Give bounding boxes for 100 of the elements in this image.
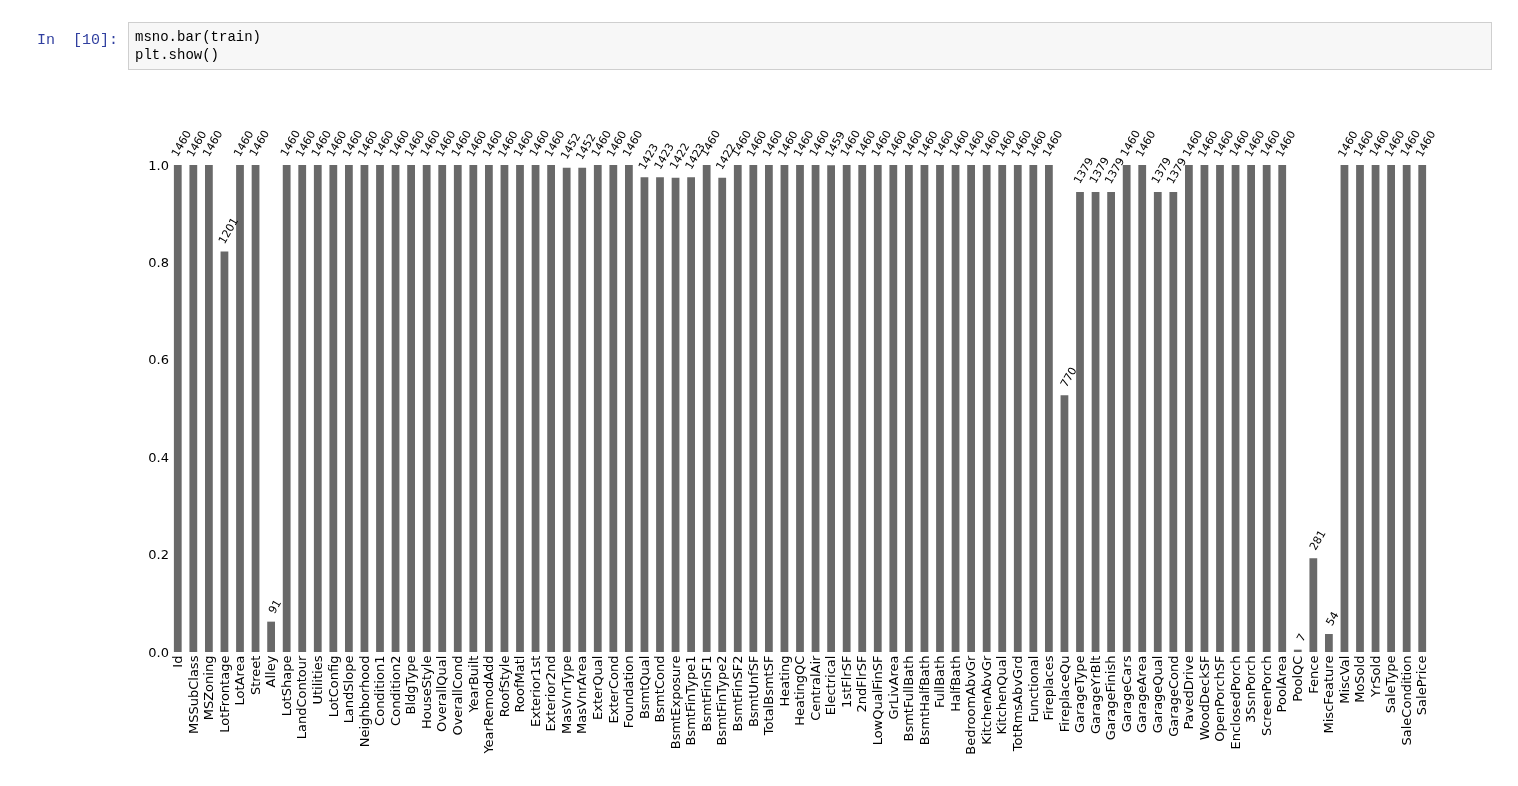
x-tick-label: Exterior2nd [543, 655, 559, 732]
x-tick-label: LotConfig [325, 655, 341, 718]
x-tick-label: LotFrontage [216, 655, 232, 733]
bar [345, 165, 353, 652]
bar [1371, 165, 1380, 652]
x-tick-label: YearBuilt [465, 655, 481, 714]
bar [889, 165, 898, 652]
x-tick-label: SalePrice [1414, 655, 1430, 716]
x-tick-label: MiscVal [1336, 655, 1352, 704]
x-tick-label: ExterCond [605, 655, 621, 724]
x-tick-label: GarageYrBlt [1087, 655, 1103, 735]
data-label: 54 [1323, 609, 1342, 628]
bar [951, 165, 960, 652]
x-tick-label: GarageType [1072, 655, 1088, 734]
bar [220, 251, 229, 652]
bar [625, 165, 633, 652]
bar [811, 165, 820, 652]
x-tick-label: BsmtFullBath [901, 655, 917, 742]
x-tick-label: FullBath [932, 655, 948, 709]
bar [1262, 165, 1271, 652]
x-tick-label: Street [247, 655, 263, 696]
x-tick-label: Fence [1305, 655, 1321, 694]
bar [422, 165, 431, 652]
bar [516, 165, 524, 652]
x-tick-label: Alley [263, 655, 279, 688]
bar [1060, 395, 1069, 652]
bar [469, 165, 478, 652]
x-tick-label: BsmtHalfBath [916, 655, 932, 746]
y-tick-label: 0.2 [148, 547, 169, 563]
x-tick-label: KitchenAbvGr [978, 654, 994, 745]
x-tick-label: OpenPorchSF [1212, 655, 1228, 742]
y-tick-label: 1.0 [148, 157, 169, 173]
bar [500, 165, 509, 652]
x-tick-label: SaleCondition [1398, 655, 1414, 746]
bar [313, 165, 322, 652]
bar [796, 165, 804, 652]
bar [1231, 165, 1240, 652]
bar [1076, 192, 1084, 652]
x-tick-label: BsmtExposure [667, 655, 683, 750]
bar [656, 177, 664, 652]
bar [842, 165, 851, 652]
x-tick-label: RoofStyle [496, 655, 512, 718]
y-tick-label: 0.8 [148, 254, 169, 270]
y-tick-label: 0.4 [148, 449, 169, 465]
x-tick-label: EnclosedPorch [1227, 655, 1243, 750]
bar [1216, 165, 1224, 652]
bar [765, 165, 773, 652]
bar [967, 165, 975, 652]
x-tick-label: TotRmsAbvGrd [1010, 655, 1026, 753]
bar [547, 165, 555, 652]
x-tick-label: Condition1 [372, 655, 388, 726]
x-tick-label: PoolQC [1290, 655, 1306, 702]
bar [1185, 165, 1193, 652]
y-tick-label: 0.0 [148, 644, 169, 660]
bar [905, 165, 913, 652]
bar [329, 165, 338, 652]
bar [671, 177, 680, 652]
bar [1091, 192, 1100, 652]
x-tick-label: HeatingQC [792, 655, 808, 726]
x-tick-label: RoofMatl [512, 655, 528, 713]
bar [1402, 165, 1411, 652]
bar [205, 165, 213, 652]
bar [780, 165, 789, 652]
x-tick-label: CentralAir [807, 654, 823, 721]
data-label: 91 [265, 597, 285, 616]
bar [687, 177, 695, 652]
bar [827, 165, 835, 652]
x-tick-label: BldgType [403, 655, 419, 715]
bar [593, 165, 602, 652]
x-tick-label: GarageQual [1150, 655, 1166, 734]
x-tick-label: LowQualFinSF [870, 655, 886, 746]
bar [1387, 165, 1395, 652]
bar [391, 165, 400, 652]
x-tick-label: ExterQual [590, 655, 606, 721]
bar [236, 165, 244, 652]
x-tick-label: Heating [776, 655, 792, 707]
bar [438, 165, 447, 652]
x-tick-label: WoodDeckSF [1196, 655, 1212, 741]
x-tick-label: Electrical [823, 655, 839, 716]
x-tick-label: Exterior1st [527, 655, 543, 728]
data-label: 7 [1294, 631, 1309, 645]
bar [189, 165, 198, 652]
x-tick-label: BsmtFinSF2 [730, 655, 746, 732]
x-tick-label: Fireplaces [1041, 655, 1057, 721]
x-tick-label: LandSlope [341, 655, 357, 724]
bar [982, 165, 991, 652]
x-tick-label: MiscFeature [1321, 655, 1337, 734]
bar [1013, 165, 1022, 652]
x-tick-label: BsmtCond [652, 655, 668, 723]
x-tick-label: MSZoning [201, 655, 217, 721]
bar [1247, 165, 1255, 652]
bar [1045, 165, 1053, 652]
bar [531, 165, 540, 652]
x-tick-label: MoSold [1352, 655, 1368, 703]
bar [485, 165, 493, 652]
bar [640, 177, 649, 652]
bar [360, 165, 369, 652]
bar [1122, 165, 1131, 652]
bar [251, 165, 260, 652]
bar [749, 165, 758, 652]
